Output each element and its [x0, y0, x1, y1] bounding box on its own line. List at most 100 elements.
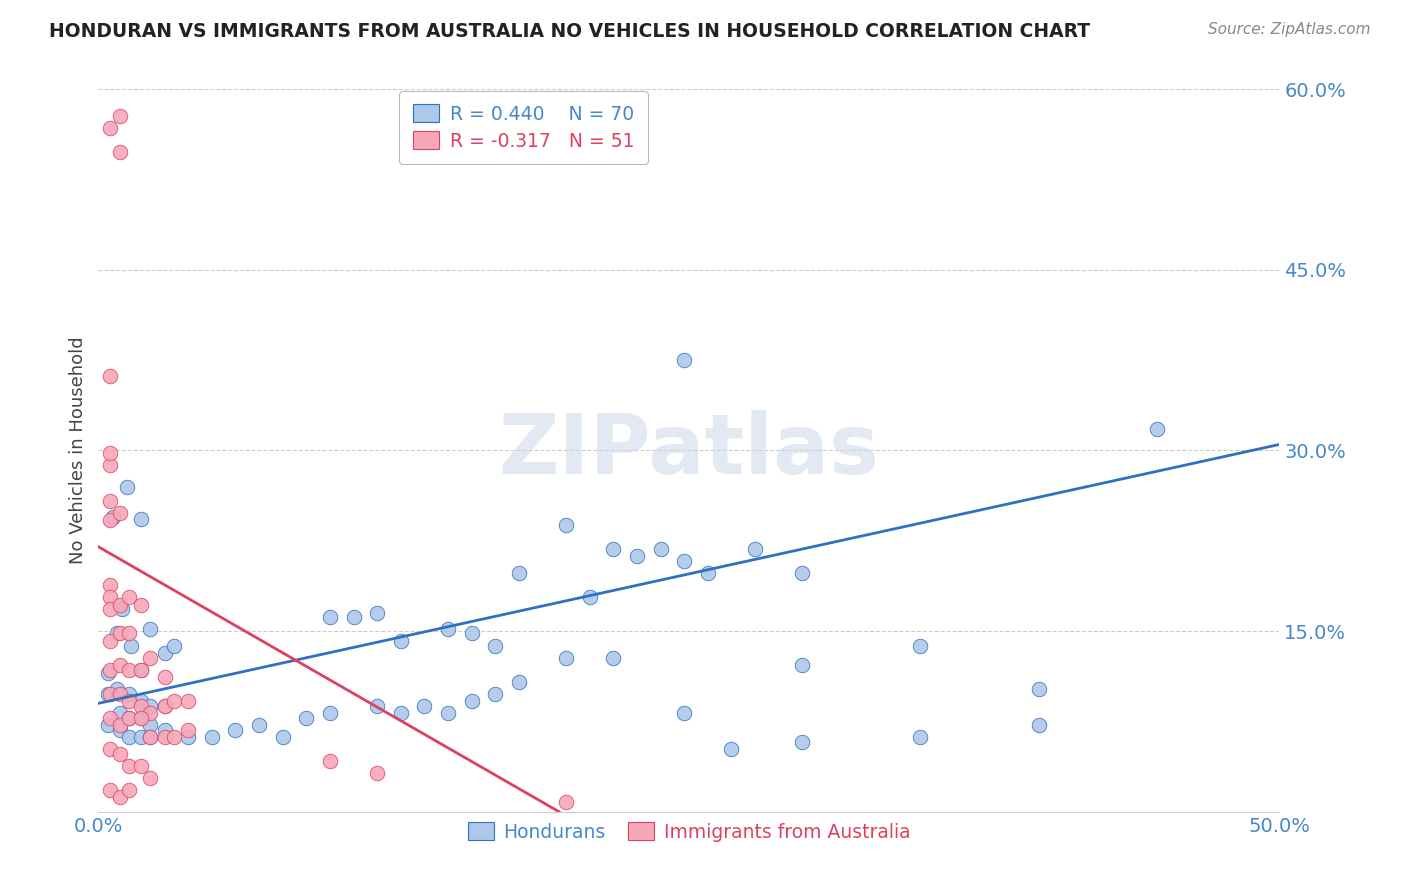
- Point: [555, 795, 578, 809]
- Text: HONDURAN VS IMMIGRANTS FROM AUSTRALIA NO VEHICLES IN HOUSEHOLD CORRELATION CHART: HONDURAN VS IMMIGRANTS FROM AUSTRALIA NO…: [49, 22, 1090, 41]
- Point: [97, 687, 120, 701]
- Point: [129, 512, 152, 526]
- Point: [602, 650, 624, 665]
- Point: [578, 591, 600, 605]
- Point: [139, 622, 162, 636]
- Point: [98, 368, 121, 383]
- Point: [413, 698, 436, 713]
- Point: [910, 730, 932, 744]
- Point: [366, 606, 388, 620]
- Point: [118, 711, 141, 725]
- Point: [153, 723, 176, 737]
- Point: [342, 609, 364, 624]
- Point: [118, 687, 141, 701]
- Point: [98, 783, 121, 797]
- Point: [673, 706, 696, 720]
- Point: [108, 657, 131, 672]
- Point: [139, 706, 162, 720]
- Point: [366, 698, 388, 713]
- Point: [1146, 422, 1168, 436]
- Point: [744, 542, 766, 557]
- Text: Source: ZipAtlas.com: Source: ZipAtlas.com: [1208, 22, 1371, 37]
- Point: [118, 591, 141, 605]
- Point: [98, 687, 121, 701]
- Point: [295, 711, 318, 725]
- Point: [118, 783, 141, 797]
- Point: [108, 109, 131, 123]
- Point: [163, 694, 186, 708]
- Point: [98, 711, 121, 725]
- Point: [177, 694, 200, 708]
- Point: [484, 687, 506, 701]
- Point: [118, 730, 141, 744]
- Point: [1028, 681, 1050, 696]
- Point: [696, 566, 718, 581]
- Point: [129, 698, 152, 713]
- Point: [201, 730, 224, 744]
- Point: [673, 554, 696, 568]
- Point: [319, 706, 342, 720]
- Point: [129, 711, 152, 725]
- Point: [792, 566, 814, 581]
- Point: [460, 694, 482, 708]
- Point: [319, 609, 342, 624]
- Point: [508, 566, 530, 581]
- Point: [115, 480, 138, 494]
- Point: [153, 646, 176, 660]
- Point: [108, 747, 131, 761]
- Point: [98, 513, 121, 527]
- Point: [153, 698, 176, 713]
- Point: [271, 730, 294, 744]
- Point: [224, 723, 246, 737]
- Point: [98, 663, 121, 677]
- Point: [108, 506, 131, 520]
- Point: [97, 718, 120, 732]
- Point: [139, 718, 162, 732]
- Point: [555, 518, 578, 533]
- Point: [129, 663, 152, 677]
- Point: [139, 730, 162, 744]
- Point: [177, 723, 200, 737]
- Point: [121, 639, 143, 653]
- Point: [98, 120, 121, 135]
- Point: [792, 735, 814, 749]
- Point: [108, 706, 131, 720]
- Point: [118, 711, 141, 725]
- Point: [98, 446, 121, 460]
- Point: [108, 687, 131, 701]
- Point: [118, 663, 141, 677]
- Point: [98, 602, 121, 616]
- Point: [484, 639, 506, 653]
- Point: [153, 698, 176, 713]
- Point: [460, 626, 482, 640]
- Point: [105, 681, 128, 696]
- Point: [118, 626, 141, 640]
- Text: ZIPatlas: ZIPatlas: [499, 410, 879, 491]
- Point: [153, 670, 176, 684]
- Point: [129, 759, 152, 773]
- Point: [602, 542, 624, 557]
- Point: [139, 698, 162, 713]
- Point: [118, 694, 141, 708]
- Point: [1028, 718, 1050, 732]
- Point: [247, 718, 270, 732]
- Point: [108, 626, 131, 640]
- Point: [792, 657, 814, 672]
- Point: [626, 549, 648, 564]
- Point: [101, 509, 124, 524]
- Point: [129, 711, 152, 725]
- Point: [437, 706, 460, 720]
- Point: [108, 145, 131, 159]
- Point: [98, 578, 121, 592]
- Point: [910, 639, 932, 653]
- Point: [98, 458, 121, 472]
- Point: [389, 706, 412, 720]
- Y-axis label: No Vehicles in Household: No Vehicles in Household: [69, 336, 87, 565]
- Point: [139, 650, 162, 665]
- Point: [98, 633, 121, 648]
- Point: [108, 790, 131, 805]
- Point: [673, 353, 696, 368]
- Point: [98, 494, 121, 508]
- Point: [108, 718, 131, 732]
- Point: [97, 666, 120, 681]
